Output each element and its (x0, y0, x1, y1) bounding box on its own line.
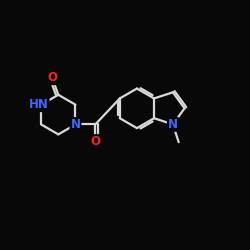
Text: N: N (70, 118, 81, 131)
Text: O: O (90, 135, 100, 148)
Text: O: O (47, 71, 57, 84)
Text: N: N (168, 118, 178, 131)
Text: HN: HN (29, 98, 49, 111)
